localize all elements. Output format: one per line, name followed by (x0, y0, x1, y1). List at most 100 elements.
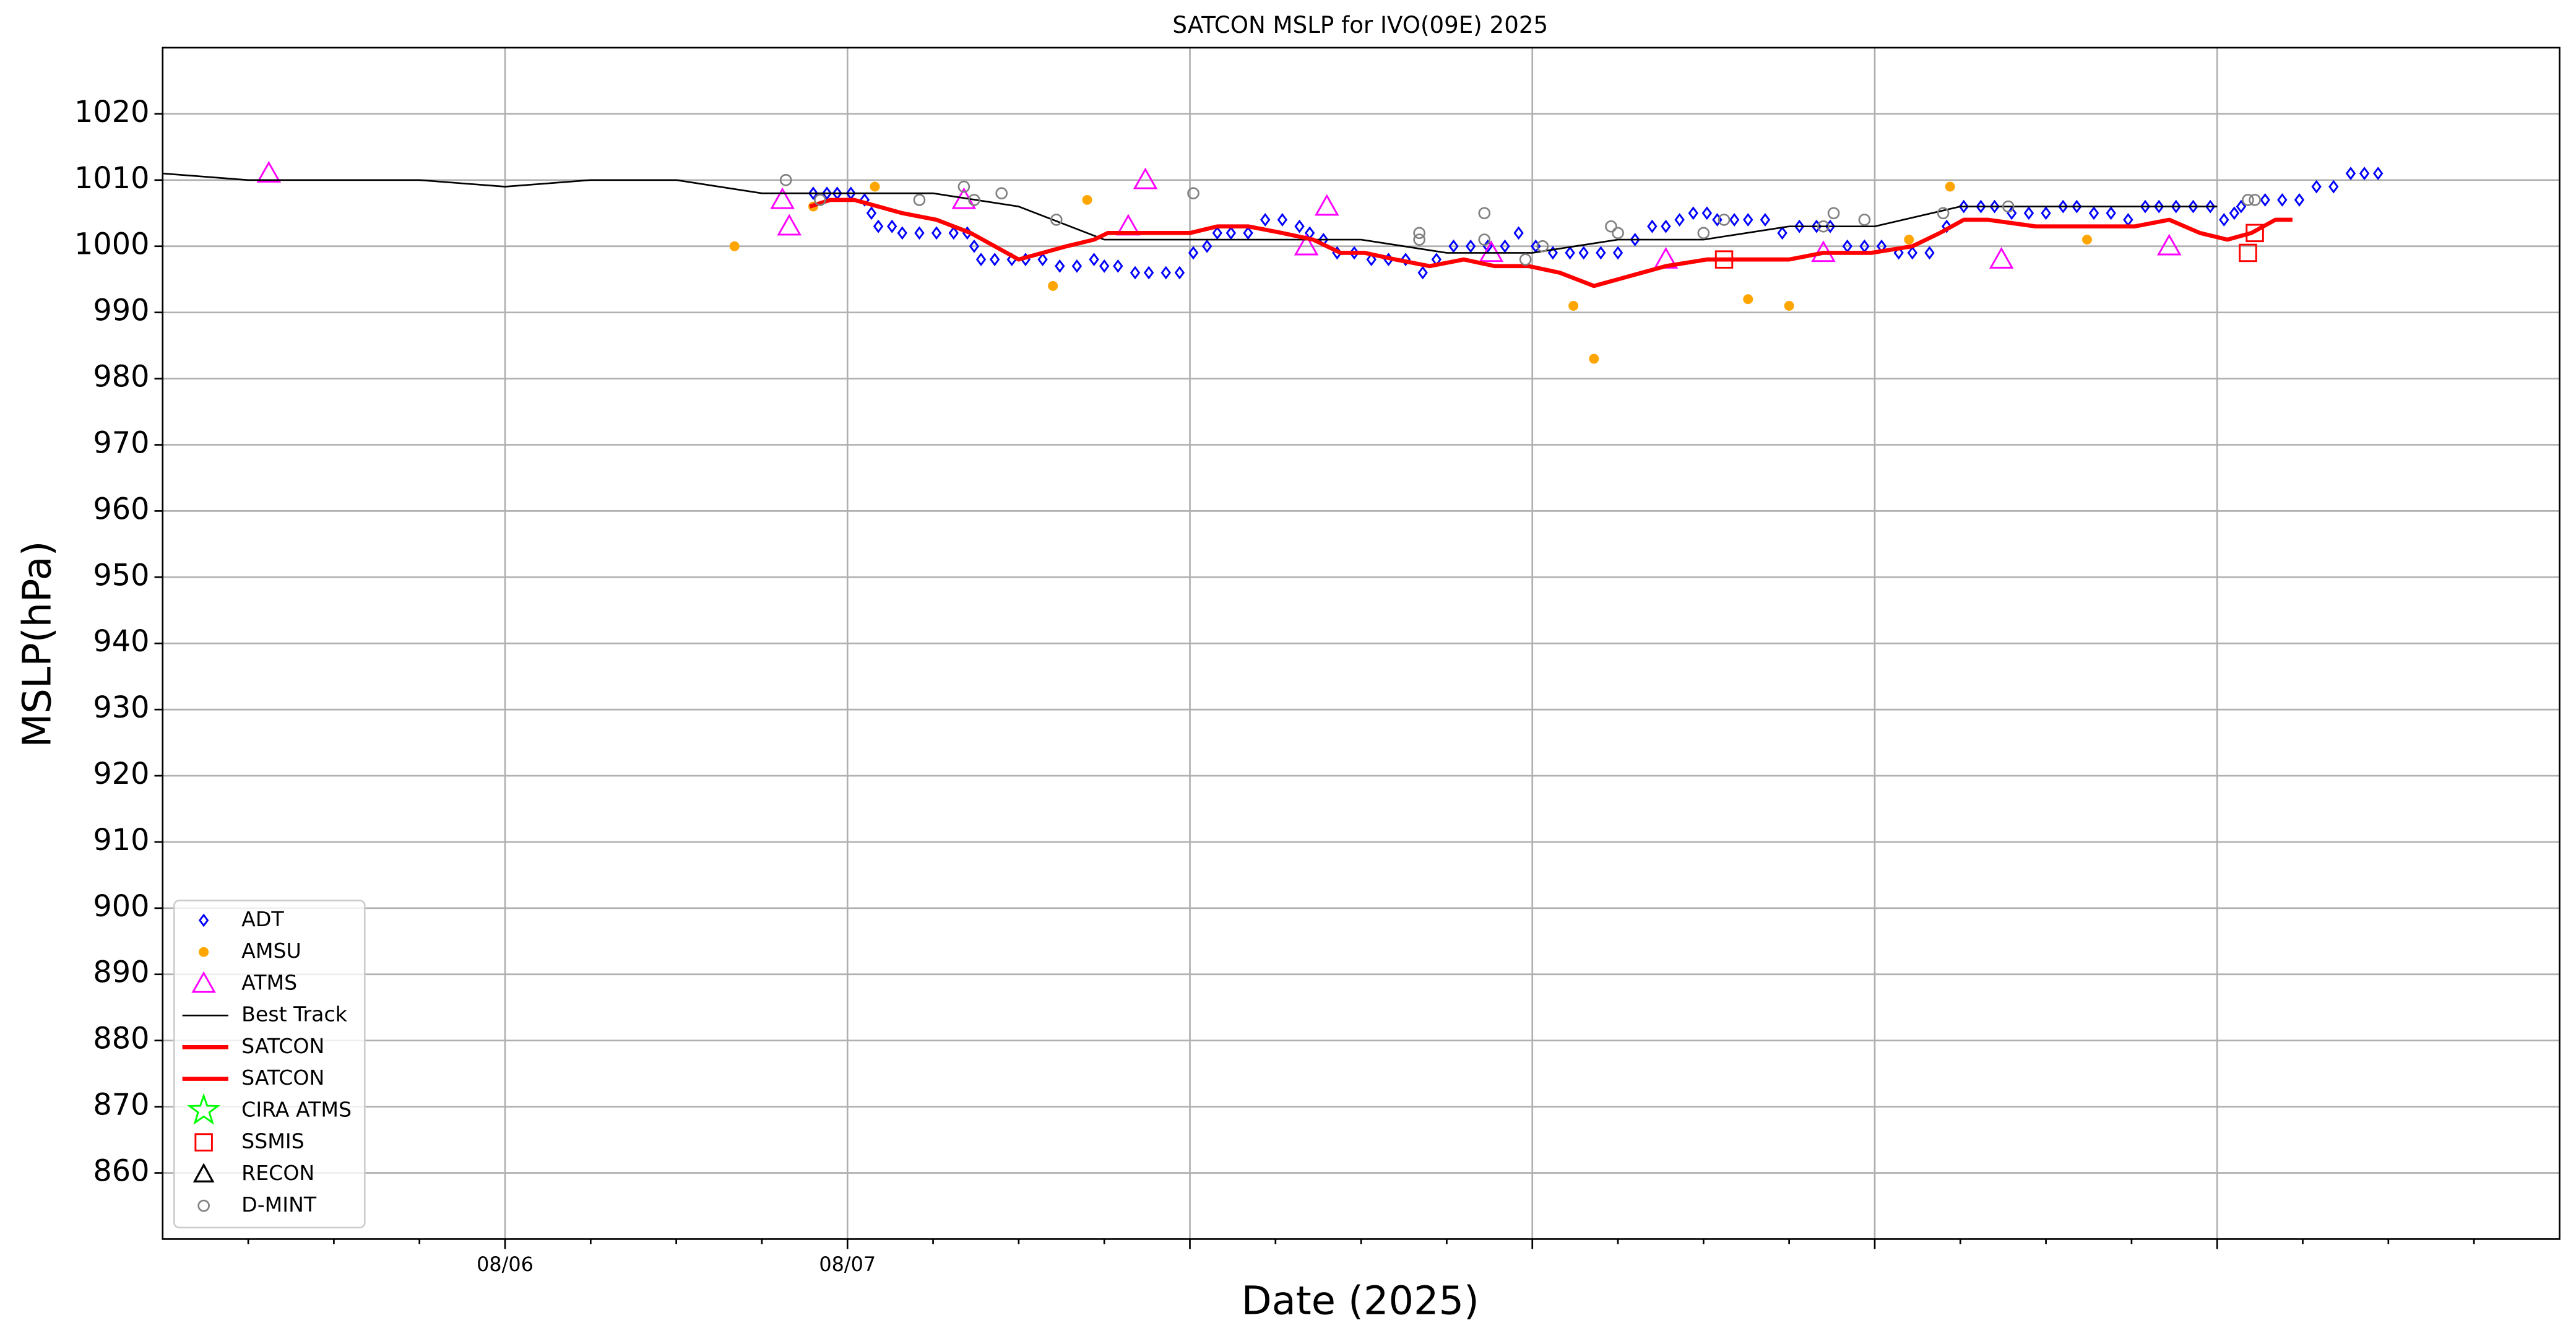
adt-marker (1513, 226, 1524, 240)
adt-marker (1729, 213, 1740, 227)
dmint-marker (968, 194, 980, 206)
adt-marker (866, 206, 877, 220)
amsu-marker (1743, 294, 1753, 305)
adt-marker (1578, 246, 1589, 260)
dmint-marker (779, 174, 792, 186)
adt-marker (1212, 226, 1222, 240)
adt-marker (808, 186, 819, 201)
adt-marker (1661, 219, 1671, 233)
y-tick-label: 910 (93, 823, 149, 857)
cira-marker (187, 1093, 221, 1125)
adt-marker (2041, 206, 2051, 220)
adt-marker (2106, 206, 2116, 220)
amsu-marker (870, 181, 880, 192)
y-tick-label: 890 (93, 956, 149, 990)
adt-marker (1941, 219, 1952, 233)
adt-marker (2359, 167, 2370, 181)
legend-label: SATCON (241, 1034, 324, 1058)
adt-marker (1976, 199, 1986, 214)
dmint-marker (1697, 227, 1710, 240)
legend: ADT AMSU ATMS Best Track SATCON SATCON CIRA AT… (173, 900, 366, 1229)
adt-marker (821, 186, 832, 201)
y-axis-label: MSLP(hPa) (14, 541, 60, 748)
adt-marker (1674, 213, 1685, 227)
adt-marker (1500, 239, 1510, 253)
legend-box (173, 900, 366, 1229)
adt-marker (1989, 199, 2000, 214)
adt-marker (1188, 246, 1199, 260)
legend-label: CIRA ATMS (241, 1097, 352, 1121)
adt-marker (989, 253, 1000, 267)
legend-label: Best Track (241, 1002, 348, 1026)
y-tick-label: 960 (93, 492, 149, 526)
dmint-marker (1413, 233, 1425, 246)
adt-marker (1071, 259, 1083, 273)
adt-marker (2219, 213, 2229, 227)
adt-marker (914, 226, 925, 240)
adt-marker (1294, 219, 1305, 233)
adt-marker (1612, 246, 1623, 260)
adt-marker (1225, 226, 1237, 240)
ssmis-marker (2239, 243, 2257, 263)
amsu-marker (729, 241, 740, 251)
adt-marker (969, 239, 980, 253)
atms-marker (1479, 240, 1504, 263)
adt-marker (948, 226, 959, 240)
adt-marker (1400, 253, 1411, 267)
adt-marker (1160, 266, 1171, 280)
adt-marker (1243, 226, 1253, 240)
y-tick-label: 930 (93, 691, 149, 725)
dmint-marker (2242, 194, 2254, 206)
dmint-marker (1413, 227, 1425, 240)
legend-label: RECON (241, 1161, 314, 1185)
dmint-marker (995, 187, 1008, 200)
x-tick-label: 08/07 (819, 1252, 876, 1276)
legend-label: AMSU (241, 939, 301, 963)
adt-marker (1688, 206, 1698, 220)
adt-marker (1089, 253, 1099, 267)
atms-marker (1294, 233, 1319, 256)
series-line (162, 172, 2218, 254)
adt-marker (1893, 246, 1904, 260)
dmint-marker (1612, 227, 1624, 240)
adt-marker (1794, 219, 1805, 233)
adt-marker (2153, 199, 2164, 214)
adt-marker (2311, 180, 2322, 194)
atms-marker (1315, 194, 1339, 216)
adt-marker (1099, 259, 1110, 273)
adt-marker (1448, 239, 1459, 253)
atms-marker (191, 971, 216, 993)
adt-marker (1924, 246, 1935, 260)
atms-marker (256, 160, 282, 183)
atms-marker (770, 187, 795, 209)
chart-title: SATCON MSLP for IVO(09E) 2025 (1172, 12, 1548, 38)
adt-marker (1630, 233, 1640, 246)
adt-marker (1366, 253, 1377, 267)
adt-marker (2188, 199, 2198, 214)
adt-marker (975, 253, 987, 267)
ssmis-marker (194, 1133, 213, 1152)
y-tick-label: 1020 (74, 95, 150, 129)
dmint-marker (1519, 253, 1532, 266)
amsu-marker (1904, 235, 1914, 245)
adt-marker (2088, 206, 2099, 220)
adt-marker (2023, 206, 2034, 220)
atms-marker (777, 214, 802, 236)
y-tick-label: 980 (93, 360, 149, 394)
dmint-marker (197, 1199, 210, 1212)
adt-marker (2140, 199, 2151, 214)
recon-marker (192, 1163, 215, 1183)
adt-marker (2229, 206, 2240, 220)
x-tick-label: 08/06 (477, 1252, 534, 1276)
dmint-marker (1858, 214, 1871, 226)
adt-marker (2236, 199, 2247, 214)
dmint-marker (1187, 187, 1199, 200)
adt-marker (2205, 199, 2216, 214)
y-tick-label: 970 (93, 426, 149, 460)
y-tick-label: 920 (93, 757, 149, 791)
adt-marker (859, 193, 870, 207)
amsu-marker (1784, 300, 1794, 311)
amsu-marker (1048, 280, 1058, 291)
dmint-marker (1478, 233, 1491, 246)
